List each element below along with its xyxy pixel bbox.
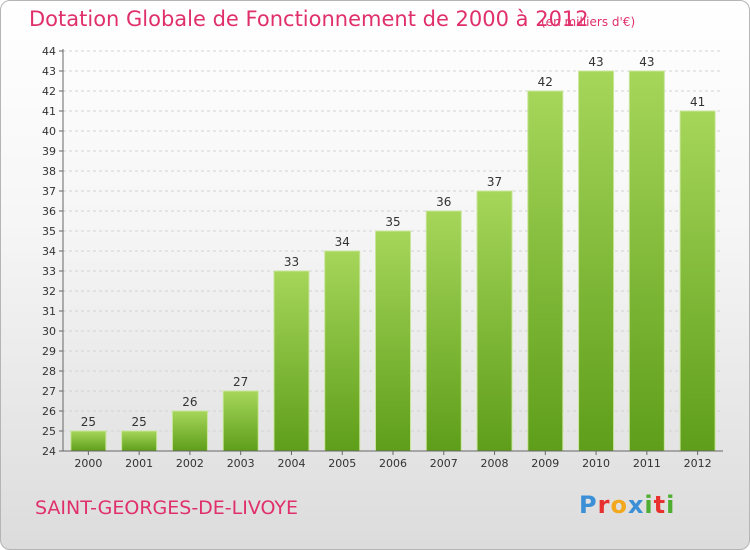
x-tick-label: 2008 <box>481 457 509 470</box>
data-label: 37 <box>487 175 502 189</box>
y-tick-label: 28 <box>42 365 56 378</box>
data-label: 26 <box>182 395 197 409</box>
bar-2004 <box>273 270 310 452</box>
bar-2008 <box>476 190 513 452</box>
y-tick-label: 32 <box>42 285 56 298</box>
bar-2003 <box>222 390 259 452</box>
x-tick-label: 2011 <box>633 457 661 470</box>
y-tick-label: 29 <box>42 345 56 358</box>
y-tick-label: 44 <box>42 45 56 58</box>
data-label: 34 <box>335 235 350 249</box>
data-label: 42 <box>538 75 553 89</box>
y-tick-label: 38 <box>42 165 56 178</box>
data-label: 35 <box>385 215 400 229</box>
x-tick-label: 2009 <box>531 457 559 470</box>
bar-2001 <box>121 430 158 452</box>
data-label: 25 <box>81 415 96 429</box>
data-label: 25 <box>132 415 147 429</box>
bar-2005 <box>324 250 361 452</box>
chart-title: Dotation Globale de Fonctionnement de 20… <box>29 7 589 31</box>
y-tick-label: 33 <box>42 265 56 278</box>
commune-name: SAINT-GEORGES-DE-LIVOYE <box>35 497 299 519</box>
y-tick-label: 37 <box>42 185 56 198</box>
logo-letter: r <box>597 491 611 519</box>
bar-2012 <box>679 110 716 452</box>
y-tick-label: 34 <box>42 245 56 258</box>
logo-letter: i <box>644 491 654 519</box>
x-tick-label: 2002 <box>176 457 204 470</box>
bar-2000 <box>70 430 107 452</box>
bar-2010 <box>578 70 615 452</box>
logo-letter: o <box>610 491 628 519</box>
logo-letter: x <box>627 491 645 519</box>
bar-2009 <box>527 90 564 452</box>
y-tick-label: 31 <box>42 305 56 318</box>
y-tick-label: 35 <box>42 225 56 238</box>
data-label: 43 <box>588 55 603 69</box>
y-axis-ticks: 24 25 26 27 28 29 30 31 32 33 34 35 36 37 38 39 40 41 42 43… <box>42 45 63 458</box>
y-tick-label: 30 <box>42 325 56 338</box>
x-tick-label: 2007 <box>430 457 458 470</box>
y-tick-label: 43 <box>42 65 56 78</box>
y-tick-label: 27 <box>42 385 56 398</box>
bar-2002 <box>171 410 208 452</box>
chart-subtitle: (en milliers d'€) <box>541 15 636 29</box>
logo-letter: P <box>579 491 598 519</box>
x-tick-label: 2010 <box>582 457 610 470</box>
bars <box>70 70 716 452</box>
axes <box>62 49 723 452</box>
y-tick-label: 40 <box>42 125 56 138</box>
x-tick-label: 2003 <box>227 457 255 470</box>
bar-2007 <box>425 210 462 452</box>
bar-2011 <box>628 70 665 452</box>
x-tick-label: 2006 <box>379 457 407 470</box>
data-label: 33 <box>284 255 299 269</box>
x-axis-ticks: 2000 2001 2002 2003 2004 2005 2006 2007 2008 2009… <box>74 451 712 470</box>
data-label: 36 <box>436 195 451 209</box>
data-labels: 25 25 26 27 33 34 35 36 37 42 43 43 41 <box>81 55 706 429</box>
data-label: 43 <box>639 55 654 69</box>
y-tick-label: 36 <box>42 205 56 218</box>
y-tick-label: 42 <box>42 85 56 98</box>
data-label: 41 <box>690 95 705 109</box>
proxiti-logo: Proxiti <box>579 491 675 519</box>
x-tick-label: 2005 <box>328 457 356 470</box>
y-tick-label: 39 <box>42 145 56 158</box>
logo-letter: t <box>653 491 667 519</box>
x-tick-label: 2001 <box>125 457 153 470</box>
data-label: 27 <box>233 375 248 389</box>
x-tick-label: 2012 <box>684 457 712 470</box>
y-tick-label: 25 <box>42 425 56 438</box>
x-tick-label: 2000 <box>74 457 102 470</box>
bar-2006 <box>375 230 411 452</box>
logo-letter: i <box>666 491 676 519</box>
y-tick-label: 24 <box>42 445 56 458</box>
x-tick-label: 2004 <box>277 457 305 470</box>
y-tick-label: 26 <box>42 405 56 418</box>
y-tick-label: 41 <box>42 105 56 118</box>
